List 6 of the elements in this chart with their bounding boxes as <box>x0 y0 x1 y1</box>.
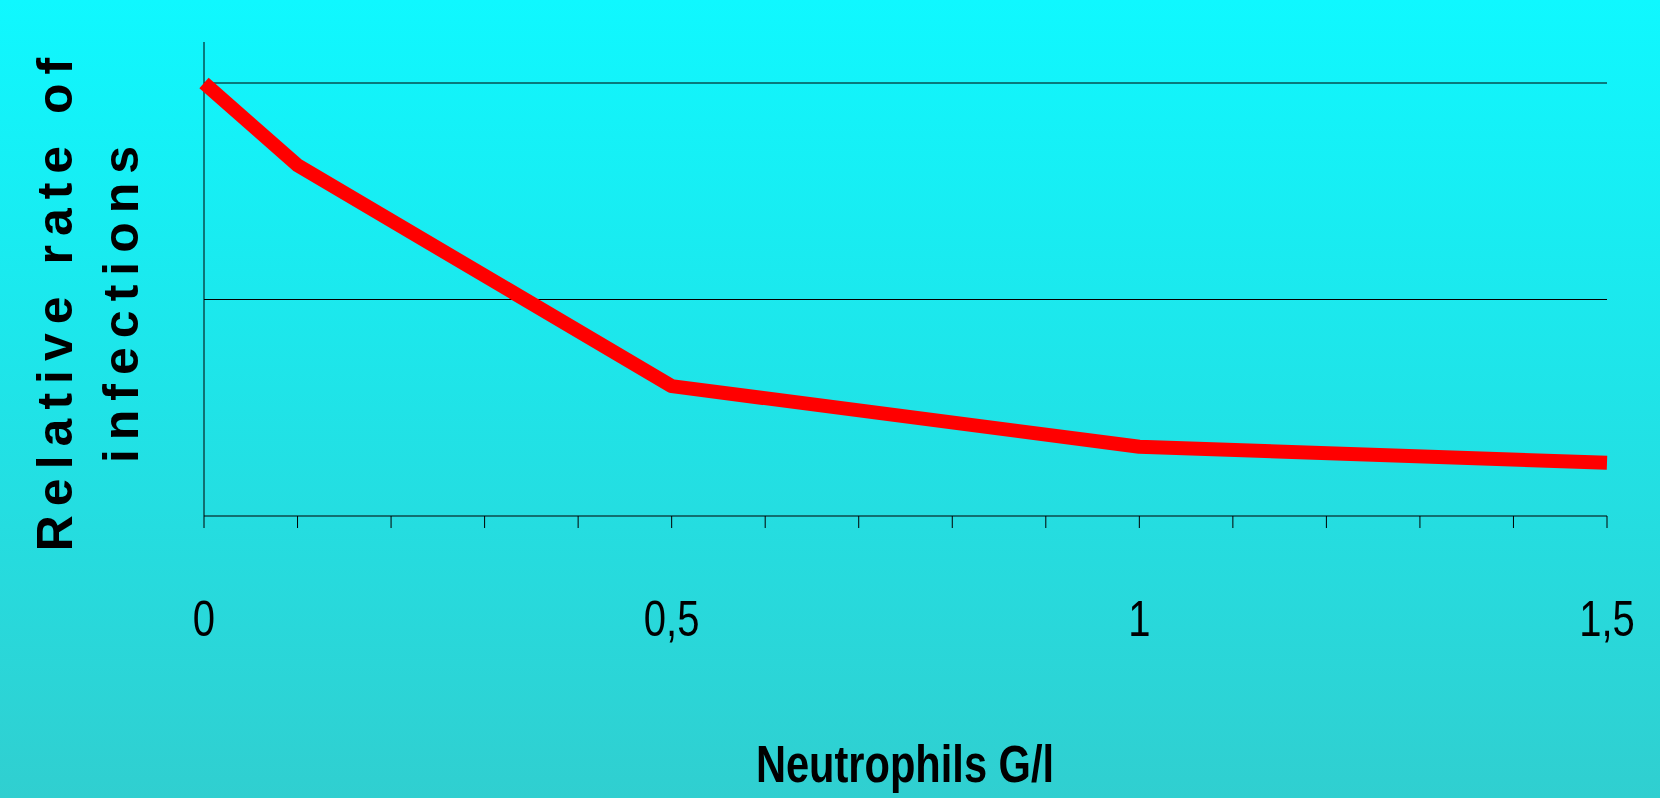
x-tick-label: 0,5 <box>643 590 700 648</box>
x-axis-title: Neutrophils G/l <box>755 734 1055 794</box>
x-tick-label: 1 <box>1128 590 1151 648</box>
x-tick-label: 1,5 <box>1579 590 1635 648</box>
y-axis-title: Relative rate of infections <box>27 48 149 552</box>
x-tick-label: 0 <box>192 590 216 648</box>
